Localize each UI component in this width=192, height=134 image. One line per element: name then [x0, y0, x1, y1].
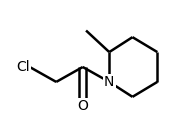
Text: N: N — [104, 75, 114, 89]
Text: O: O — [77, 99, 88, 113]
Text: Cl: Cl — [16, 60, 30, 74]
